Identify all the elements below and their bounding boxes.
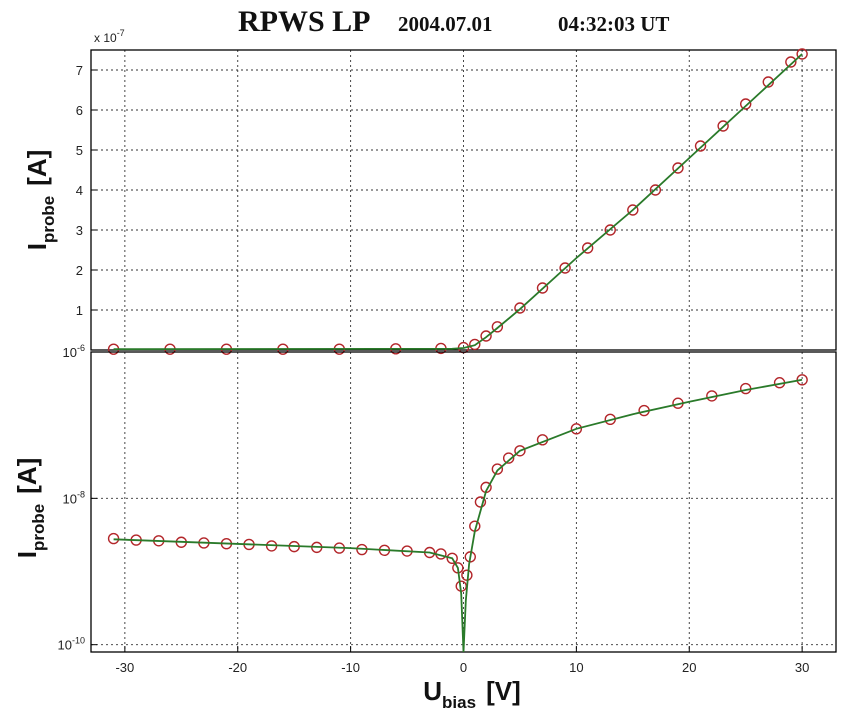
chart-title: RPWS LP — [238, 5, 371, 38]
bottom-data-point — [461, 569, 473, 581]
bottom-data-point — [446, 552, 458, 565]
top-data-point — [717, 120, 729, 132]
top-data-point — [762, 76, 774, 88]
x-tick-label: -30 — [115, 660, 134, 675]
x-tick-label: 20 — [682, 660, 696, 675]
bottom-fit-line — [113, 378, 803, 653]
x-tick-label: -10 — [341, 660, 360, 675]
bottom-data-point — [570, 423, 583, 435]
top-data-point — [480, 330, 492, 342]
bottom-x-ticks: -30 -20 -10 0 10 20 30 — [115, 646, 809, 675]
x-tick-label: 0 — [460, 660, 467, 675]
bottom-data-point — [502, 452, 515, 464]
bottom-y-ticks: 10-6 10-8 10-10 — [58, 343, 97, 653]
top-y-ticks: 1 2 3 4 5 6 7 — [76, 63, 97, 318]
top-data-point — [694, 140, 707, 152]
top-y-tick-label: 3 — [76, 223, 83, 238]
top-y-multiplier: x 10-7 — [94, 28, 125, 45]
top-y-tick-label: 2 — [76, 263, 83, 278]
top-series — [107, 48, 808, 355]
top-panel-frame — [90, 49, 837, 351]
top-panel: 1 2 3 4 5 6 7 x 10-7 Iprobe[A] — [22, 28, 837, 355]
top-y-tick-label: 4 — [76, 183, 83, 198]
bottom-y-tick-label: 10-8 — [63, 489, 85, 506]
chart-title-time: 04:32:03 UT — [558, 12, 669, 36]
top-data-point — [785, 56, 797, 68]
top-data-point — [491, 321, 504, 333]
top-grid — [91, 50, 836, 350]
top-data-point — [672, 162, 684, 174]
top-data-point — [627, 204, 639, 216]
top-y-tick-label: 5 — [76, 143, 83, 158]
top-data-point — [559, 262, 571, 274]
bottom-y-tick-label: 10-10 — [58, 636, 85, 653]
bottom-y-axis-label: Iprobe[A] — [12, 458, 48, 559]
bottom-panel: 10-6 10-8 10-10 -30 -20 -10 0 10 20 30 Iprobe[A]… — [12, 343, 837, 712]
top-data-point — [649, 184, 662, 196]
x-tick-label: 10 — [569, 660, 583, 675]
top-data-point — [581, 242, 594, 254]
x-tick-label: -20 — [228, 660, 247, 675]
top-data-point — [469, 338, 481, 351]
top-data-point — [536, 282, 549, 294]
bottom-series — [107, 374, 808, 653]
top-y-tick-label: 6 — [76, 103, 83, 118]
bottom-data-point — [474, 496, 487, 508]
top-data-point — [514, 302, 526, 314]
top-data-point — [796, 48, 808, 60]
x-axis-label: Ubias [V] — [423, 676, 520, 712]
chart-title-date: 2004.07.01 — [398, 12, 493, 36]
top-data-point — [739, 98, 752, 110]
bottom-grid — [91, 351, 836, 652]
top-fit-line — [113, 53, 803, 351]
bottom-data-point — [514, 445, 526, 457]
x-tick-label: 30 — [795, 660, 809, 675]
bottom-y-tick-label: 10-6 — [63, 343, 85, 360]
top-data-point — [604, 224, 616, 236]
top-y-axis-label: Iprobe[A] — [22, 150, 58, 251]
bottom-data-point — [491, 463, 504, 475]
top-y-tick-label: 7 — [76, 63, 83, 78]
top-y-tick-label: 1 — [76, 303, 83, 318]
